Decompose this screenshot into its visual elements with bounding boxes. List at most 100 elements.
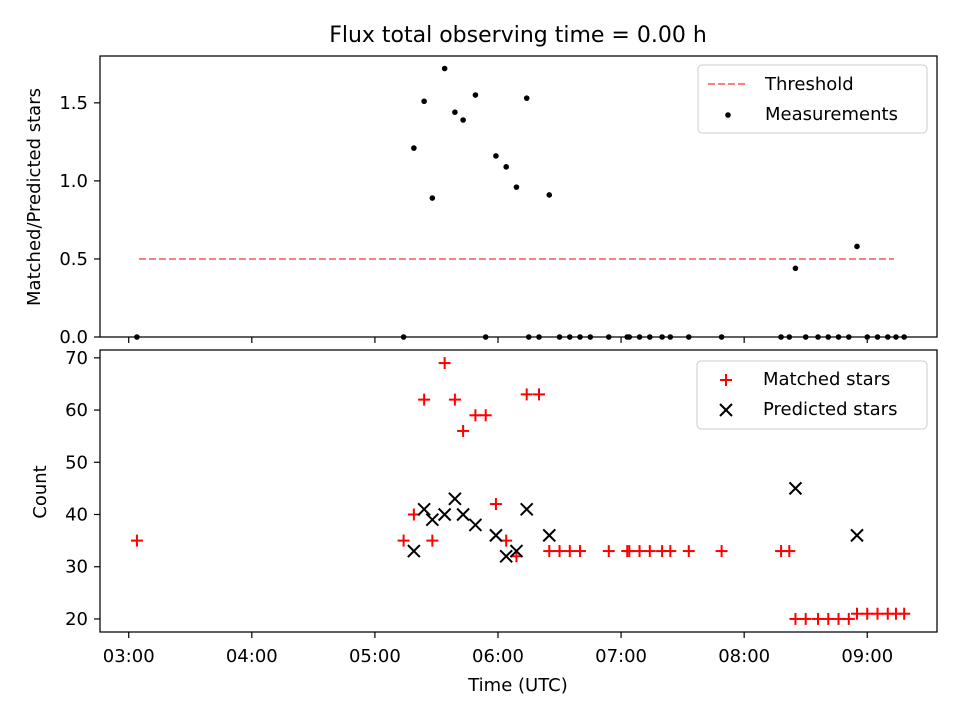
measurement-point — [429, 195, 436, 201]
predicted-star-point — [542, 528, 556, 543]
bottom-legend: Matched stars Predicted stars — [696, 360, 928, 430]
matched-star-point — [822, 612, 835, 625]
measurement-point — [874, 334, 881, 340]
measurement-point — [605, 334, 612, 340]
chart-title: Flux total observing time = 0.00 h — [329, 23, 707, 48]
matched-star-point — [479, 409, 492, 422]
measurement-point — [815, 334, 821, 340]
measurement-point — [493, 153, 499, 159]
legend-predicted-label: Predicted stars — [763, 399, 897, 420]
bottom-ytick-label: 50 — [65, 452, 88, 473]
matched-star-point — [643, 545, 656, 558]
matched-star-point — [438, 357, 451, 370]
measurement-point — [452, 109, 458, 115]
bottom-ytick-label: 40 — [65, 505, 88, 526]
measurement-point — [503, 164, 509, 170]
x-tick-label: 03:00 — [103, 646, 155, 667]
x-tick-label: 07:00 — [595, 646, 647, 667]
measurement-point — [577, 334, 583, 340]
predicted-star-point — [509, 544, 524, 558]
matched-star-point — [397, 534, 410, 547]
matched-star-point — [418, 393, 431, 406]
matched-star-point — [469, 409, 482, 422]
matched-star-point — [898, 607, 911, 620]
measurement-point — [482, 334, 489, 340]
matched-star-point — [871, 607, 884, 620]
matched-star-point — [789, 612, 802, 625]
measurement-point — [566, 334, 573, 340]
matched-star-point — [553, 545, 566, 558]
x-tick-label: 05:00 — [349, 646, 401, 667]
predicted-star-b — [468, 518, 483, 532]
measurement-point — [134, 334, 140, 340]
measurement-point — [556, 334, 563, 340]
predicted-star-b — [788, 481, 803, 496]
predicted-star-b — [437, 507, 452, 522]
top-y-axis-label: Matched/Predicted stars — [24, 88, 45, 306]
predicted-star-point — [437, 507, 452, 522]
measurement-point — [864, 334, 871, 340]
measurement-point — [901, 334, 907, 340]
measurement-point — [845, 334, 852, 340]
bottom-legend-box — [696, 360, 928, 430]
legend-matched-label: Matched stars — [763, 369, 890, 390]
predicted-star-point — [448, 492, 462, 506]
measurement-point — [460, 117, 466, 123]
bottom-ytick-label: 70 — [65, 348, 88, 369]
measurement-point — [513, 184, 520, 190]
matched-star-point — [842, 612, 855, 625]
x-tick-label: 08:00 — [718, 646, 770, 667]
bottom-y-axis: 20 30 40 50 60 70 — [65, 348, 100, 630]
matched-star-point — [533, 388, 546, 401]
predicted-star-point — [425, 513, 440, 527]
matched-star-point — [812, 612, 825, 625]
predicted-star-point — [519, 502, 534, 516]
matched-star-point — [861, 607, 874, 620]
predicted-star-b — [448, 492, 462, 506]
top-ytick-label: 1.5 — [59, 93, 88, 114]
matched-star-point — [489, 498, 502, 511]
measurement-point — [472, 92, 479, 98]
predicted-star-point — [499, 549, 513, 563]
measurement-point — [802, 334, 809, 340]
x-tick-label: 04:00 — [226, 646, 278, 667]
measurement-point — [685, 334, 692, 340]
measurement-point — [536, 334, 542, 340]
matched-star-point — [426, 534, 439, 547]
matched-star-point — [715, 545, 728, 558]
bottom-panel: 20 30 40 50 60 70 03:00 04:00 05:00 06:00 07:00 08… — [30, 348, 938, 696]
matched-star-point — [563, 545, 576, 558]
predicted-star-b — [417, 502, 431, 516]
measurement-point — [854, 243, 860, 250]
matched-star-point — [682, 545, 695, 558]
predicted-star-b — [850, 528, 864, 543]
matched-star-point — [633, 545, 646, 558]
predicted-star-point — [468, 518, 483, 532]
bottom-marks — [130, 357, 911, 625]
top-ytick-label: 1.0 — [59, 171, 88, 192]
measurement-point — [400, 334, 407, 340]
legend-measurements-label: Measurements — [765, 104, 898, 125]
measurement-point — [523, 95, 530, 101]
measurement-point — [893, 334, 899, 340]
measurement-point — [411, 145, 417, 151]
predicted-star-b — [509, 544, 524, 558]
measurement-point — [441, 65, 448, 72]
matched-star-point — [520, 388, 533, 401]
predicted-star-point — [456, 507, 470, 522]
measurement-point — [421, 98, 427, 105]
matched-star-point — [832, 612, 845, 625]
predicted-star-point — [407, 544, 421, 558]
top-ytick-label: 0.0 — [59, 327, 88, 348]
x-tick-label: 09:00 — [841, 646, 893, 667]
top-legend-box — [697, 64, 928, 134]
matched-star-point — [664, 545, 677, 558]
bottom-ytick-label: 60 — [65, 400, 88, 421]
matched-star-point — [130, 534, 143, 547]
measurement-point — [626, 334, 633, 340]
predicted-star-b — [542, 528, 556, 543]
predicted-star-point — [850, 528, 864, 543]
legend-measurements-swatch — [725, 112, 731, 118]
measurement-point — [792, 265, 799, 272]
measurement-point — [587, 334, 594, 340]
